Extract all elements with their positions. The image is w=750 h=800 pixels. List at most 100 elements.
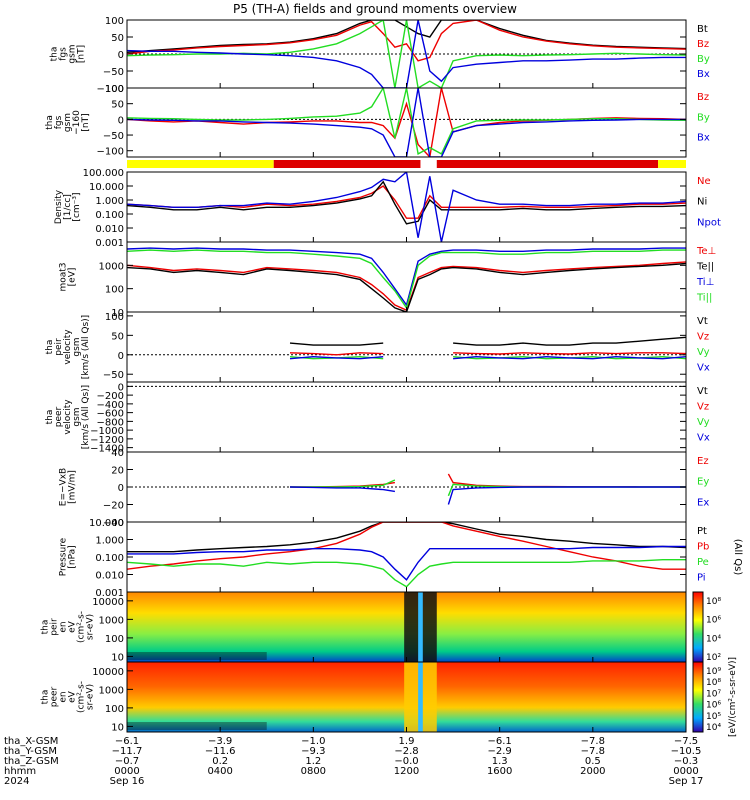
- series-ti: [127, 249, 686, 310]
- y-tick-label: −800: [97, 417, 124, 428]
- colorbar: [692, 661, 704, 733]
- y-axis-label: peir: [50, 618, 60, 636]
- legend-bz: Bz: [697, 39, 709, 50]
- legend-te: Te||: [696, 262, 714, 273]
- x-tick-gsm-x: −7.5: [674, 736, 698, 747]
- legend-vt: Vt: [697, 386, 708, 397]
- series-vz: [289, 352, 686, 356]
- y-tick-label: 50: [111, 331, 124, 342]
- y-axis-label: tha: [50, 47, 60, 62]
- panel-frame: [126, 521, 687, 593]
- x-row-label: tha_Y-GSM: [4, 746, 57, 757]
- y-axis-label: Density: [54, 189, 64, 224]
- y-axis-label: velocity: [63, 329, 73, 365]
- y-tick-label: −600: [97, 409, 124, 420]
- legend-vy: Vy: [697, 417, 710, 428]
- y-tick-label: 100: [105, 84, 124, 95]
- series-ni: [127, 180, 686, 225]
- x-tick-gsm-x: −3.9: [208, 736, 232, 747]
- series-vt: [289, 336, 686, 346]
- y-tick-label: 10.000: [89, 182, 124, 193]
- x-tick-gsm-z: −0.0: [394, 756, 418, 767]
- series-bx: [127, 88, 686, 157]
- status-bar-segment: [127, 160, 274, 168]
- panel-9: 10000 1000 100 10 10⁸ 10⁶ 10⁴ 10² tha peir en eV (cm…: [41, 591, 721, 663]
- panel-5: 100 50 0 −50 Vt Vz Vy Vx tha peir velocity gsm [km/s…: [45, 311, 710, 383]
- y-tick-label: 100: [105, 16, 124, 27]
- y-tick-label: 0.100: [95, 553, 124, 564]
- series-group: [127, 522, 686, 588]
- legend-vx: Vx: [697, 363, 710, 374]
- y-tick-label: 10.000: [89, 518, 124, 529]
- y-axis-label: fgs: [54, 115, 64, 129]
- panel-frame: [126, 241, 687, 313]
- y-axis-label: tha: [45, 340, 55, 355]
- y-axis-label: gsm: [72, 407, 82, 426]
- heatmap-cold-stripe: [418, 662, 423, 732]
- status-bar-segment: [658, 160, 686, 168]
- y-tick-label: 0: [118, 50, 124, 61]
- legend-ez: Ez: [697, 456, 709, 467]
- y-axis-label: gsm: [72, 337, 82, 356]
- x-tick-gsm-y: −10.5: [671, 746, 702, 757]
- y-tick-label: −100: [97, 147, 124, 158]
- series-pt: [127, 522, 686, 553]
- x-tick-gsm-z: −0.3: [674, 756, 698, 767]
- status-bar-segment: [420, 160, 437, 168]
- legend-bt: Bt: [697, 24, 708, 35]
- y-axis-label: [nPa]: [68, 545, 78, 568]
- y-axis-label: gsm: [63, 113, 73, 132]
- legend-vy: Vy: [697, 347, 710, 358]
- series-group: [127, 88, 686, 157]
- legend-bx: Bx: [697, 69, 710, 80]
- y-tick-label: 50: [111, 100, 124, 111]
- series-ti: [127, 247, 686, 307]
- legend-by: By: [697, 112, 710, 123]
- legend-vz: Vz: [697, 402, 709, 413]
- y-axis-label: [mV/m]: [68, 470, 78, 504]
- series-group: [289, 473, 686, 505]
- x-tick-gsm-z: 0.2: [212, 756, 228, 767]
- y-axis-label: moat3: [59, 262, 69, 291]
- x-tick-date: Sep 16: [110, 776, 145, 787]
- y-axis-label: [nT]: [77, 45, 87, 63]
- y-tick-label: −1000: [90, 426, 124, 437]
- y-tick-label: 0.010: [95, 224, 124, 235]
- x-row-label: tha_Z-GSM: [4, 756, 59, 767]
- y-axis-label: tha: [45, 115, 55, 130]
- y-tick-label: 10: [111, 722, 124, 733]
- y-tick-label: 0: [118, 115, 124, 126]
- colorbar-tick-label: 10⁶: [706, 701, 721, 711]
- x-tick-gsm-z: −0.7: [115, 756, 139, 767]
- legend-bz: Bz: [697, 92, 709, 103]
- y-tick-label: −400: [97, 400, 124, 411]
- series-te: [127, 262, 686, 312]
- y-tick-label: 100: [105, 704, 124, 715]
- panel-frame: [126, 381, 687, 453]
- y-tick-label: 0: [118, 483, 124, 494]
- side-label: (All Qs): [732, 539, 743, 576]
- series-ex: [289, 486, 686, 505]
- panel-6: 0−200−400−600−800−1000−1200−1400 Vt Vz Vy Vx…: [45, 381, 710, 455]
- y-tick-label: 10: [111, 308, 124, 319]
- x-axis-annotations: tha_X-GSMtha_Y-GSMtha_Z-GSMhhmm2024−6.1−…: [4, 736, 703, 787]
- colorbar-tick-label: 10²: [706, 653, 721, 663]
- series-bz: [127, 88, 686, 157]
- y-tick-label: −100: [97, 84, 124, 95]
- colorbar-tick-label: 10⁶: [706, 616, 721, 626]
- y-tick-label: 100: [105, 634, 124, 645]
- x-row-label: hhmm: [4, 766, 36, 777]
- panel-4: 1000 100 10 Te⊥ Te|| Ti⊥ Ti|| moat3 [eV]: [59, 241, 716, 319]
- panel-frame: [126, 311, 687, 383]
- y-tick-label: 1.000: [95, 536, 124, 547]
- y-axis-label: eV: [68, 620, 78, 633]
- x-tick-gsm-y: −9.3: [301, 746, 325, 757]
- y-axis-label: [km/s (All Qs)]: [81, 385, 91, 449]
- y-tick-label: 100: [105, 285, 124, 296]
- series-vx: [289, 355, 686, 360]
- y-tick-label: 10000: [92, 667, 124, 678]
- y-tick-label: −40: [103, 518, 124, 529]
- legend-pe: Pe: [697, 557, 709, 568]
